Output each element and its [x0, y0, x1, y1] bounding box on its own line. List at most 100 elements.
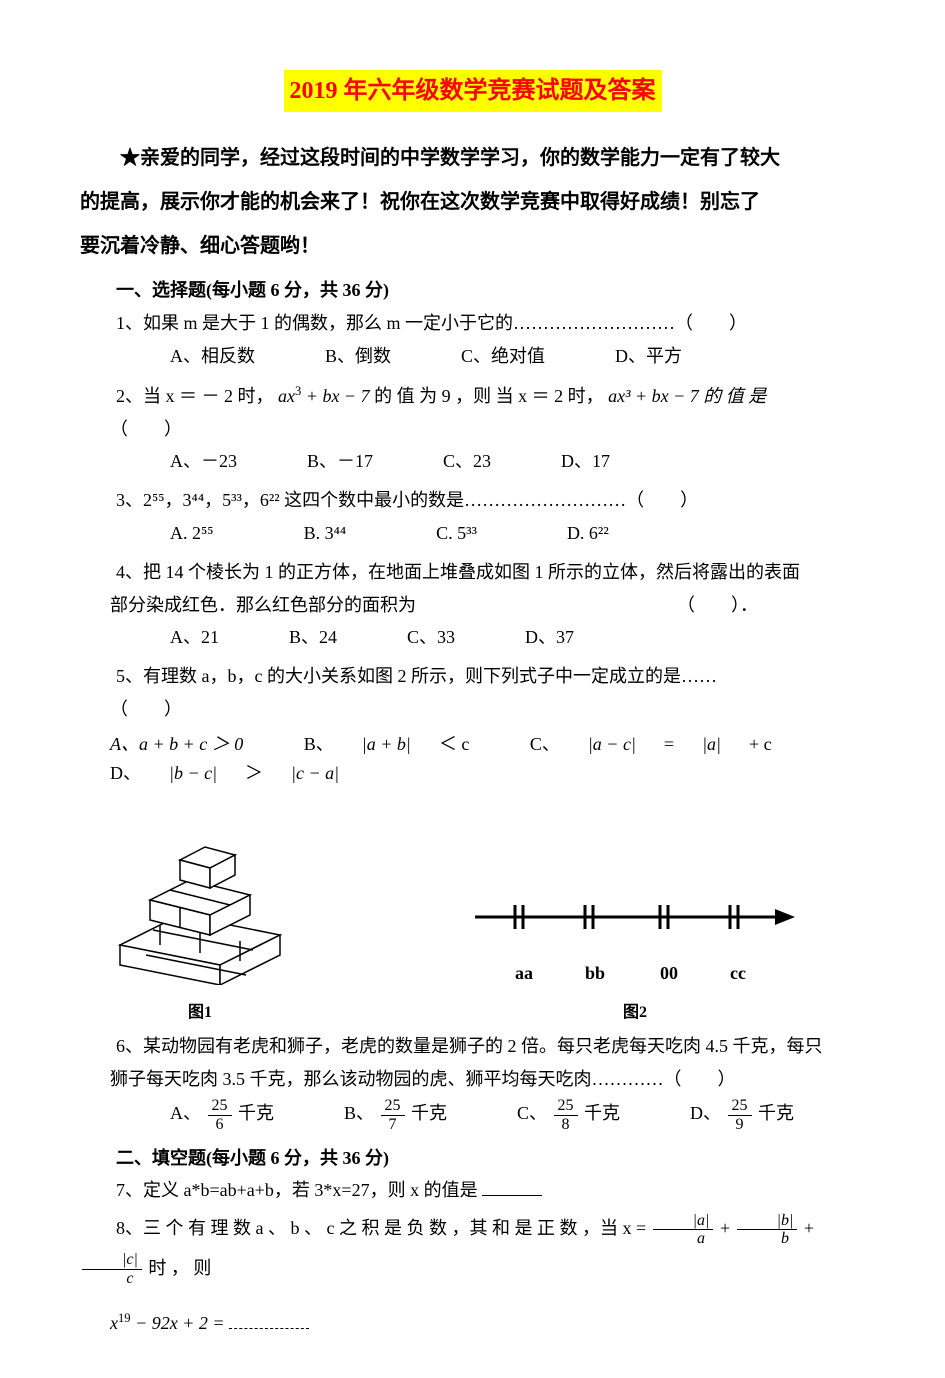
q6-choice-c: C、 258 千克 — [517, 1097, 620, 1133]
q2-paren: （ ） — [110, 415, 865, 444]
q4-line1: 4、把 14 个棱长为 1 的正方体，在地面上堆叠成如图 1 所示的立体，然后将… — [80, 558, 865, 587]
q6-choices: A、 256 千克 B、 257 千克 C、 258 千克 D、 259 千克 — [170, 1097, 865, 1133]
q7-text: 7、定义 a*b=ab+a+b，若 3*x=27，则 x 的值是 — [116, 1180, 478, 1200]
q2-pre: 2、当 x ＝ － 2 时， — [116, 386, 274, 406]
q2-choice-a: A、－23 — [170, 447, 237, 476]
q2-line1: 2、当 x ＝ － 2 时， ax3 + bx − 7 的 值 为 9 ，则 当… — [80, 381, 865, 411]
q5-paren: （ ） — [110, 695, 865, 724]
q8-f1d: a — [653, 1230, 714, 1248]
intro-line-1: ★亲爱的同学，经过这段时间的中学数学学习，你的数学能力一定有了较大 — [80, 136, 865, 180]
q8-f3n: |c| — [82, 1251, 142, 1270]
q8-l2-sup: 19 — [118, 1311, 131, 1325]
q1-choice-b: B、倒数 — [325, 342, 391, 371]
q2-expr1-b: + bx − 7 — [301, 386, 369, 406]
q6-b-pre: B、 — [344, 1104, 374, 1124]
q6-c-num: 25 — [554, 1097, 578, 1116]
q7: 7、定义 a*b=ab+a+b，若 3*x=27，则 x 的值是 — [80, 1176, 865, 1205]
q8-l2-mid: − 92x + 2 = — [131, 1313, 229, 1333]
intro-block: ★亲爱的同学，经过这段时间的中学数学学习，你的数学能力一定有了较大 的提高，展示… — [80, 136, 865, 268]
title-wrap: 2019 年六年级数学竞赛试题及答案 — [80, 70, 865, 136]
q6-d-num: 25 — [728, 1097, 752, 1116]
q4-line2: 部分染成红色．那么红色部分的面积为 （ ）． — [110, 591, 865, 620]
q5-text: 5、有理数 a，b，c 的大小关系如图 2 所示，则下列式子中一定成立的是…… — [80, 662, 865, 691]
q2-choice-c: C、23 — [443, 447, 491, 476]
q5-c-eq: = — [664, 730, 674, 759]
q6-line2: 狮子每天吃肉 3.5 千克，那么该动物园的虎、狮平均每天吃肉…………（ ） — [110, 1065, 865, 1094]
q5-c-abs2: |a| — [702, 730, 721, 759]
intro-line-2: 的提高，展示你才能的机会来了！祝你在这次数学竞赛中取得好成绩！别忘了 — [80, 180, 865, 224]
figure-1: 图1 — [100, 805, 300, 1025]
q5-c-lhs: |a − c| — [588, 730, 636, 759]
page: 2019 年六年级数学竞赛试题及答案 ★亲爱的同学，经过这段时间的中学数学学习，… — [0, 0, 945, 1378]
q5-d-abs2: |c − a| — [291, 759, 339, 788]
fig2-label-c: cc — [730, 959, 746, 988]
q5-choice-c: C、 |a − c| = |a| + c — [530, 730, 800, 759]
q8-f2n: |b| — [737, 1212, 798, 1231]
figure-1-svg — [100, 805, 300, 985]
q8-l1a: 8、三 个 有 理 数 a 、 b 、 c 之 积 是 负 数 ，其 和 是 正… — [116, 1218, 651, 1238]
q1-text: 1、如果 m 是大于 1 的偶数，那么 m 一定小于它的………………………（ ） — [80, 309, 865, 338]
q1-choice-a: A、相反数 — [170, 342, 255, 371]
q7-blank — [482, 1179, 542, 1196]
q5-d-pre: D、 — [110, 759, 141, 788]
q4-choice-a: A、21 — [170, 623, 219, 652]
q6-d-pre: D、 — [690, 1104, 721, 1124]
q3-text: 3、2⁵⁵，3⁴⁴，5³³，6²² 这四个数中最小的数是………………………（ ） — [80, 486, 865, 515]
q5-b-abs: |a + b| — [362, 730, 411, 759]
section-1-heading: 一、选择题(每小题 6 分，共 36 分) — [80, 276, 865, 305]
intro-line-3: 要沉着冷静、细心答题哟！ — [80, 224, 865, 268]
q6-d-den: 9 — [728, 1116, 752, 1134]
q5-d-abs1: |b − c| — [169, 759, 217, 788]
q8-l2-x: x — [110, 1313, 118, 1333]
q1-choices: A、相反数 B、倒数 C、绝对值 D、平方 — [170, 342, 865, 371]
q5-a-text: A、a + b + c ＞ 0 — [110, 730, 243, 759]
figure-1-caption: 图1 — [100, 1000, 300, 1026]
q2-mid: 的 值 为 9 ，则 当 x ＝ 2 时， — [374, 386, 604, 406]
q3-choice-a: A. 2⁵⁵ — [170, 519, 214, 548]
q6-choice-d: D、 259 千克 — [690, 1097, 794, 1133]
q2-choice-b: B、－17 — [307, 447, 373, 476]
q8-f3d: c — [82, 1270, 142, 1288]
q6-c-pre: C、 — [517, 1104, 547, 1124]
q6-a-post: 千克 — [238, 1104, 274, 1124]
q5-choice-d: D、|b − c| ＞ |c − a| — [110, 759, 367, 788]
q5-b-pre: B、 — [304, 730, 334, 759]
q5-choice-a: A、a + b + c ＞ 0 — [110, 730, 271, 759]
q8-f1n: |a| — [653, 1212, 714, 1231]
q8-l1b: 时 ， 则 — [148, 1258, 211, 1278]
q8-p1: + — [720, 1218, 735, 1238]
q8-f2d: b — [737, 1230, 798, 1248]
q1-choice-d: D、平方 — [615, 342, 682, 371]
q3-choice-b: B. 3⁴⁴ — [304, 519, 347, 548]
q3-choice-c: C. 5³³ — [436, 519, 477, 548]
q2-expr1-a: ax — [278, 386, 295, 406]
q6-c-post: 千克 — [584, 1104, 620, 1124]
q6-a-num: 25 — [208, 1097, 232, 1116]
q8-p2: + — [804, 1218, 814, 1238]
q6-line1: 6、某动物园有老虎和狮子，老虎的数量是狮子的 2 倍。每只老虎每天吃肉 4.5 … — [80, 1032, 865, 1061]
q4-choices: A、21 B、24 C、33 D、37 — [170, 623, 865, 652]
q6-d-post: 千克 — [758, 1104, 794, 1124]
q2-expr2: ax³ + bx − 7 的 值 是 — [608, 386, 766, 406]
q5-choices: A、a + b + c ＞ 0 B、 |a + b| ＜ c C、 |a − c| … — [110, 730, 865, 788]
q6-a-pre: A、 — [170, 1104, 201, 1124]
q4-choice-c: C、33 — [407, 623, 455, 652]
q4-choice-d: D、37 — [525, 623, 574, 652]
q6-choice-b: B、 257 千克 — [344, 1097, 447, 1133]
q5-c-post: + c — [749, 730, 772, 759]
q5-text-main: 5、有理数 a，b，c 的大小关系如图 2 所示，则下列式子中一定成立的是…… — [116, 666, 717, 686]
q6-a-den: 6 — [208, 1116, 232, 1134]
q2-choices: A、－23 B、－17 C、23 D、17 — [170, 447, 865, 476]
q2-choice-d: D、17 — [561, 447, 610, 476]
q4-choice-b: B、24 — [289, 623, 337, 652]
q5-choice-b: B、 |a + b| ＜ c — [304, 730, 498, 759]
q6-choice-a: A、 256 千克 — [170, 1097, 274, 1133]
q3-choice-d: D. 6²² — [567, 519, 609, 548]
page-title: 2019 年六年级数学竞赛试题及答案 — [284, 70, 662, 112]
q5-b-post: ＜ c — [439, 730, 470, 759]
q3-choices: A. 2⁵⁵ B. 3⁴⁴ C. 5³³ D. 6²² — [170, 519, 865, 548]
q8-line2: x19 − 92x + 2 = — [110, 1308, 865, 1338]
fig2-label-b: bb — [585, 959, 660, 988]
q5-c-pre: C、 — [530, 730, 560, 759]
q6-b-num: 25 — [381, 1097, 405, 1116]
